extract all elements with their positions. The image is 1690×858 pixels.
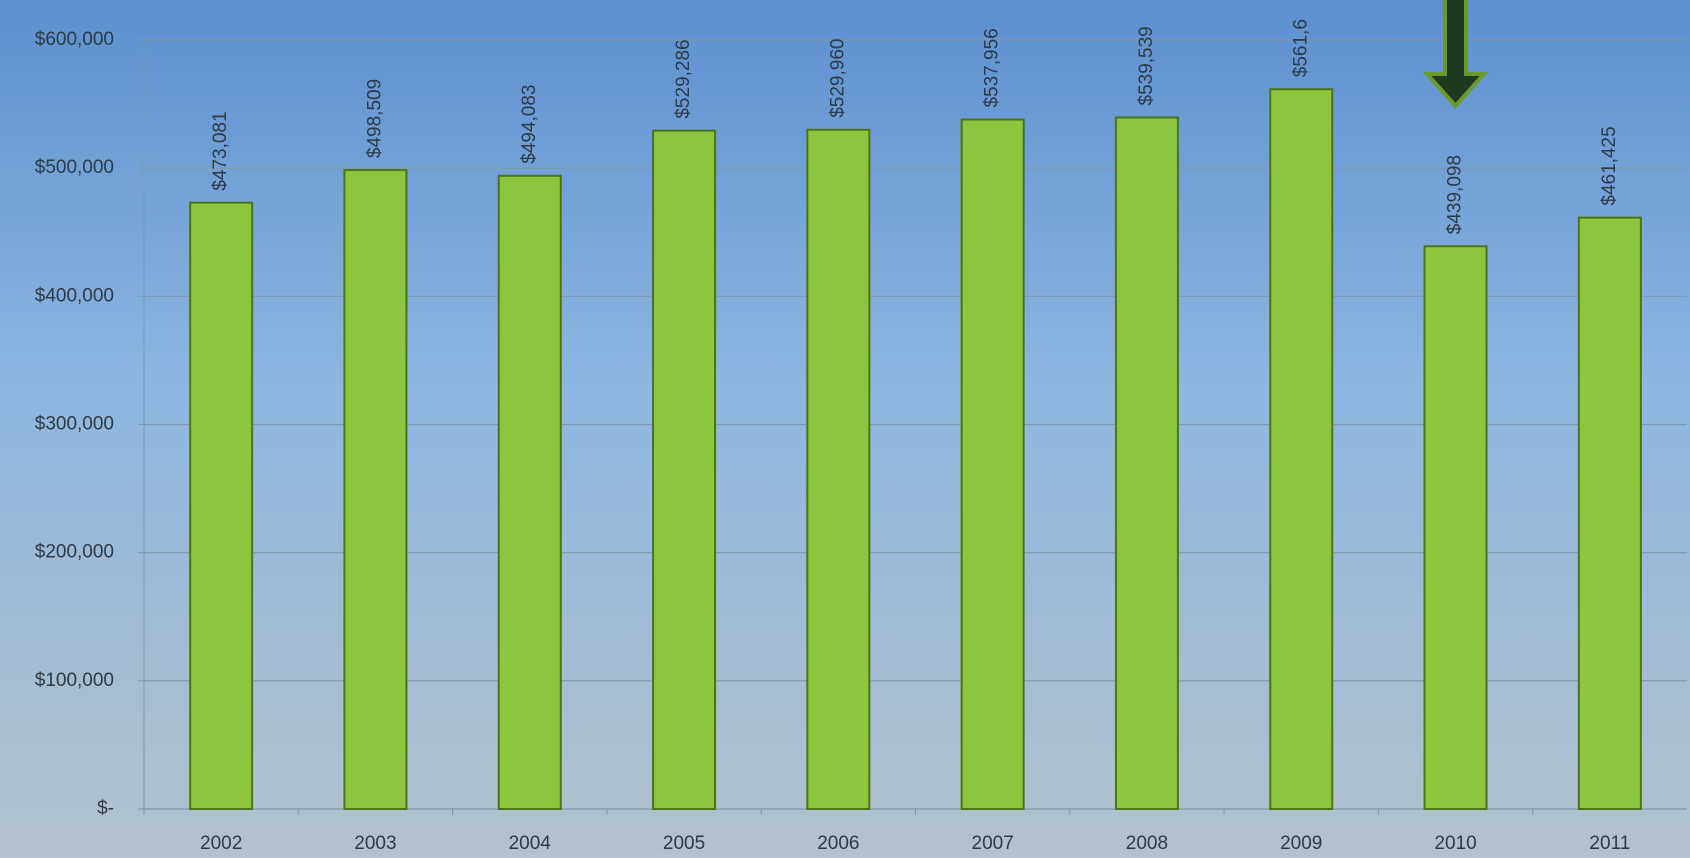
value-label: $539,539 — [1136, 26, 1157, 105]
bar — [960, 118, 1025, 811]
x-tick-label: 2009 — [1280, 833, 1322, 854]
x-tick-label: 2004 — [509, 833, 552, 854]
y-tick-label: $500,000 — [35, 157, 114, 178]
x-tick-label: 2007 — [972, 833, 1014, 854]
value-label: $561,6 — [1290, 19, 1311, 77]
x-tick-label: 2006 — [817, 833, 859, 854]
bar — [189, 201, 254, 810]
x-tick-label: 2008 — [1126, 833, 1168, 854]
bar — [806, 128, 871, 810]
bar — [343, 169, 408, 810]
value-label: $473,081 — [210, 111, 231, 190]
bar — [652, 129, 717, 810]
y-tick-label: $600,000 — [35, 29, 114, 50]
bar — [497, 174, 562, 810]
bar — [1269, 88, 1334, 810]
value-label: $439,098 — [1445, 155, 1466, 234]
value-label: $494,083 — [519, 85, 540, 164]
x-tick-label: 2002 — [200, 833, 242, 854]
y-tick-label: $400,000 — [35, 285, 114, 306]
plot-area: $- $100,000 $200,000 $300,000 $400,000 $500,0… — [35, 19, 1687, 854]
value-label: $461,425 — [1599, 126, 1620, 205]
x-tick-label: 2011 — [1589, 833, 1630, 854]
value-label: $498,509 — [364, 79, 385, 158]
x-tick-label: 2003 — [354, 833, 396, 854]
y-tick-label: $- — [97, 798, 114, 819]
bar — [1114, 116, 1179, 810]
highlight-arrow — [1422, 0, 1489, 110]
y-tick-label: $200,000 — [35, 542, 114, 563]
y-tick-label: $100,000 — [35, 670, 114, 691]
bar — [1423, 245, 1488, 811]
value-label: $529,960 — [827, 39, 848, 118]
value-label: $529,286 — [673, 39, 694, 118]
x-tick-label: 2005 — [663, 833, 705, 854]
bar — [1577, 216, 1642, 811]
value-label: $537,956 — [982, 28, 1003, 107]
y-tick-label: $300,000 — [35, 414, 114, 435]
x-tick-label: 2010 — [1434, 833, 1476, 854]
